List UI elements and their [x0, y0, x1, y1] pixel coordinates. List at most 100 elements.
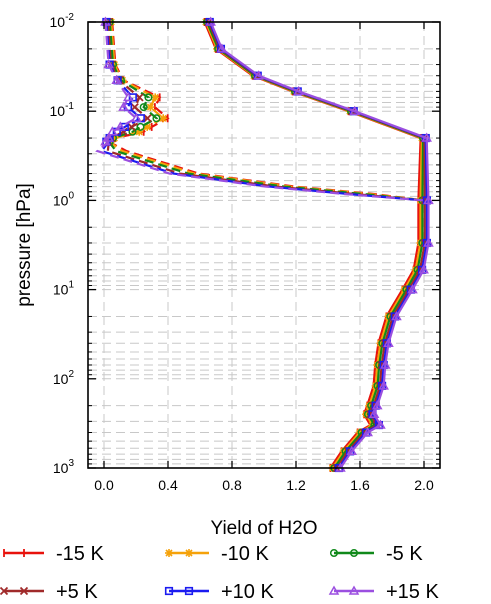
y-tick-label: 102 [53, 369, 75, 387]
series-marker [152, 114, 161, 123]
asterisk-stroke [159, 114, 167, 122]
series-marker [349, 105, 360, 115]
legend-item: +10 K [164, 581, 274, 603]
series-marker [378, 380, 389, 390]
axes: 0.0 0.4 0.8 1.2 1.6 2.0 10-2 10-1 100 101 102 103 [50, 12, 440, 493]
grid [88, 21, 440, 468]
asterisk-stroke [185, 549, 193, 557]
series-marker [346, 445, 357, 456]
series-marker [379, 359, 391, 369]
plot-frame [87, 21, 441, 469]
series-marker [383, 337, 394, 348]
series-layer [95, 16, 434, 473]
x-tick-label: 0.0 [94, 477, 114, 493]
series-solid-line [203, 21, 422, 469]
series-marker [103, 132, 114, 142]
series-marker [328, 585, 340, 595]
asterisk-stroke [165, 549, 173, 557]
series-marker [329, 548, 339, 558]
series-marker [184, 586, 194, 596]
series-marker [349, 548, 359, 558]
x-tick-label: 2.0 [414, 477, 434, 493]
series-marker [362, 426, 373, 437]
series-solid-line [204, 21, 424, 469]
cross-stroke [0, 586, 9, 596]
legend-label: +15 K [386, 581, 439, 603]
series-marker [135, 93, 144, 102]
series-marker [127, 122, 136, 132]
series-dashed-upper [110, 21, 166, 143]
series-marker [100, 136, 111, 146]
series-marker [375, 419, 386, 429]
legend-label: -5 K [386, 543, 423, 565]
series-marker [423, 194, 434, 205]
series-solid-line [208, 21, 428, 469]
y-tick-label: 103 [53, 458, 75, 476]
series-marker [131, 112, 142, 123]
cross-stroke [127, 122, 136, 132]
series-marker [185, 549, 193, 557]
series-marker [146, 103, 155, 112]
legend-item: -10 K [165, 543, 269, 565]
series-marker [151, 93, 160, 102]
series-marker [107, 126, 118, 136]
series-marker [407, 284, 418, 294]
y-axis-label: pressure [hPa] [14, 183, 35, 307]
series-marker [421, 132, 432, 142]
cross-stroke [143, 114, 152, 123]
series-marker [368, 408, 380, 419]
y-tick-label: 10-1 [50, 101, 75, 119]
series-marker [216, 43, 228, 53]
series-marker [348, 585, 360, 595]
legend-label: +10 K [221, 581, 274, 603]
series-solid-line [207, 21, 426, 469]
series-marker [253, 70, 264, 80]
y-tick-label: 100 [53, 190, 75, 208]
series-marker [418, 264, 429, 274]
series-marker [123, 91, 134, 102]
asterisk-stroke [143, 123, 151, 131]
series-marker [115, 121, 126, 131]
series-marker [136, 122, 145, 131]
series-marker [159, 114, 168, 123]
legend-label: +5 K [56, 581, 98, 603]
cross-stroke [19, 586, 29, 596]
series-marker [423, 237, 434, 247]
series-marker [165, 549, 173, 557]
legend-item: +5 K [0, 581, 98, 603]
series-marker [139, 103, 148, 112]
legend-item: -15 K [3, 543, 104, 565]
series-solid-line [206, 21, 425, 469]
series-marker [164, 586, 174, 596]
series-15-k [95, 16, 434, 472]
x-axis-label: Yield of H2O [210, 518, 317, 539]
series-marker [118, 101, 129, 111]
asterisk-stroke [151, 93, 159, 101]
cross-stroke [130, 102, 139, 112]
legend-label: -15 K [56, 543, 104, 565]
series-marker [371, 400, 383, 410]
legend: -15 K -10 K -5 K +5 K +10 K +15 K [0, 543, 439, 603]
series-marker [103, 59, 114, 69]
series-dashed-upper [106, 21, 150, 143]
series-marker [143, 114, 152, 123]
x-tick-label: 1.2 [286, 477, 306, 493]
series-marker [111, 74, 122, 85]
series-marker [144, 93, 153, 102]
series-solid-line [209, 21, 430, 469]
series-marker [19, 586, 29, 596]
series-marker [391, 310, 402, 321]
x-tick-label: 0.8 [222, 477, 242, 493]
series-marker [293, 85, 304, 96]
x-tick-label: 1.6 [350, 477, 370, 493]
y-tick-label: 10-2 [50, 12, 75, 30]
series-dashed-upper [108, 21, 159, 143]
x-tick-label: 0.4 [158, 477, 178, 493]
y-tick-label: 101 [53, 280, 75, 298]
series-marker [0, 586, 9, 596]
legend-label: -10 K [221, 543, 269, 565]
cross-stroke [135, 93, 144, 102]
series-marker [130, 102, 139, 112]
legend-item: +15 K [328, 581, 439, 603]
